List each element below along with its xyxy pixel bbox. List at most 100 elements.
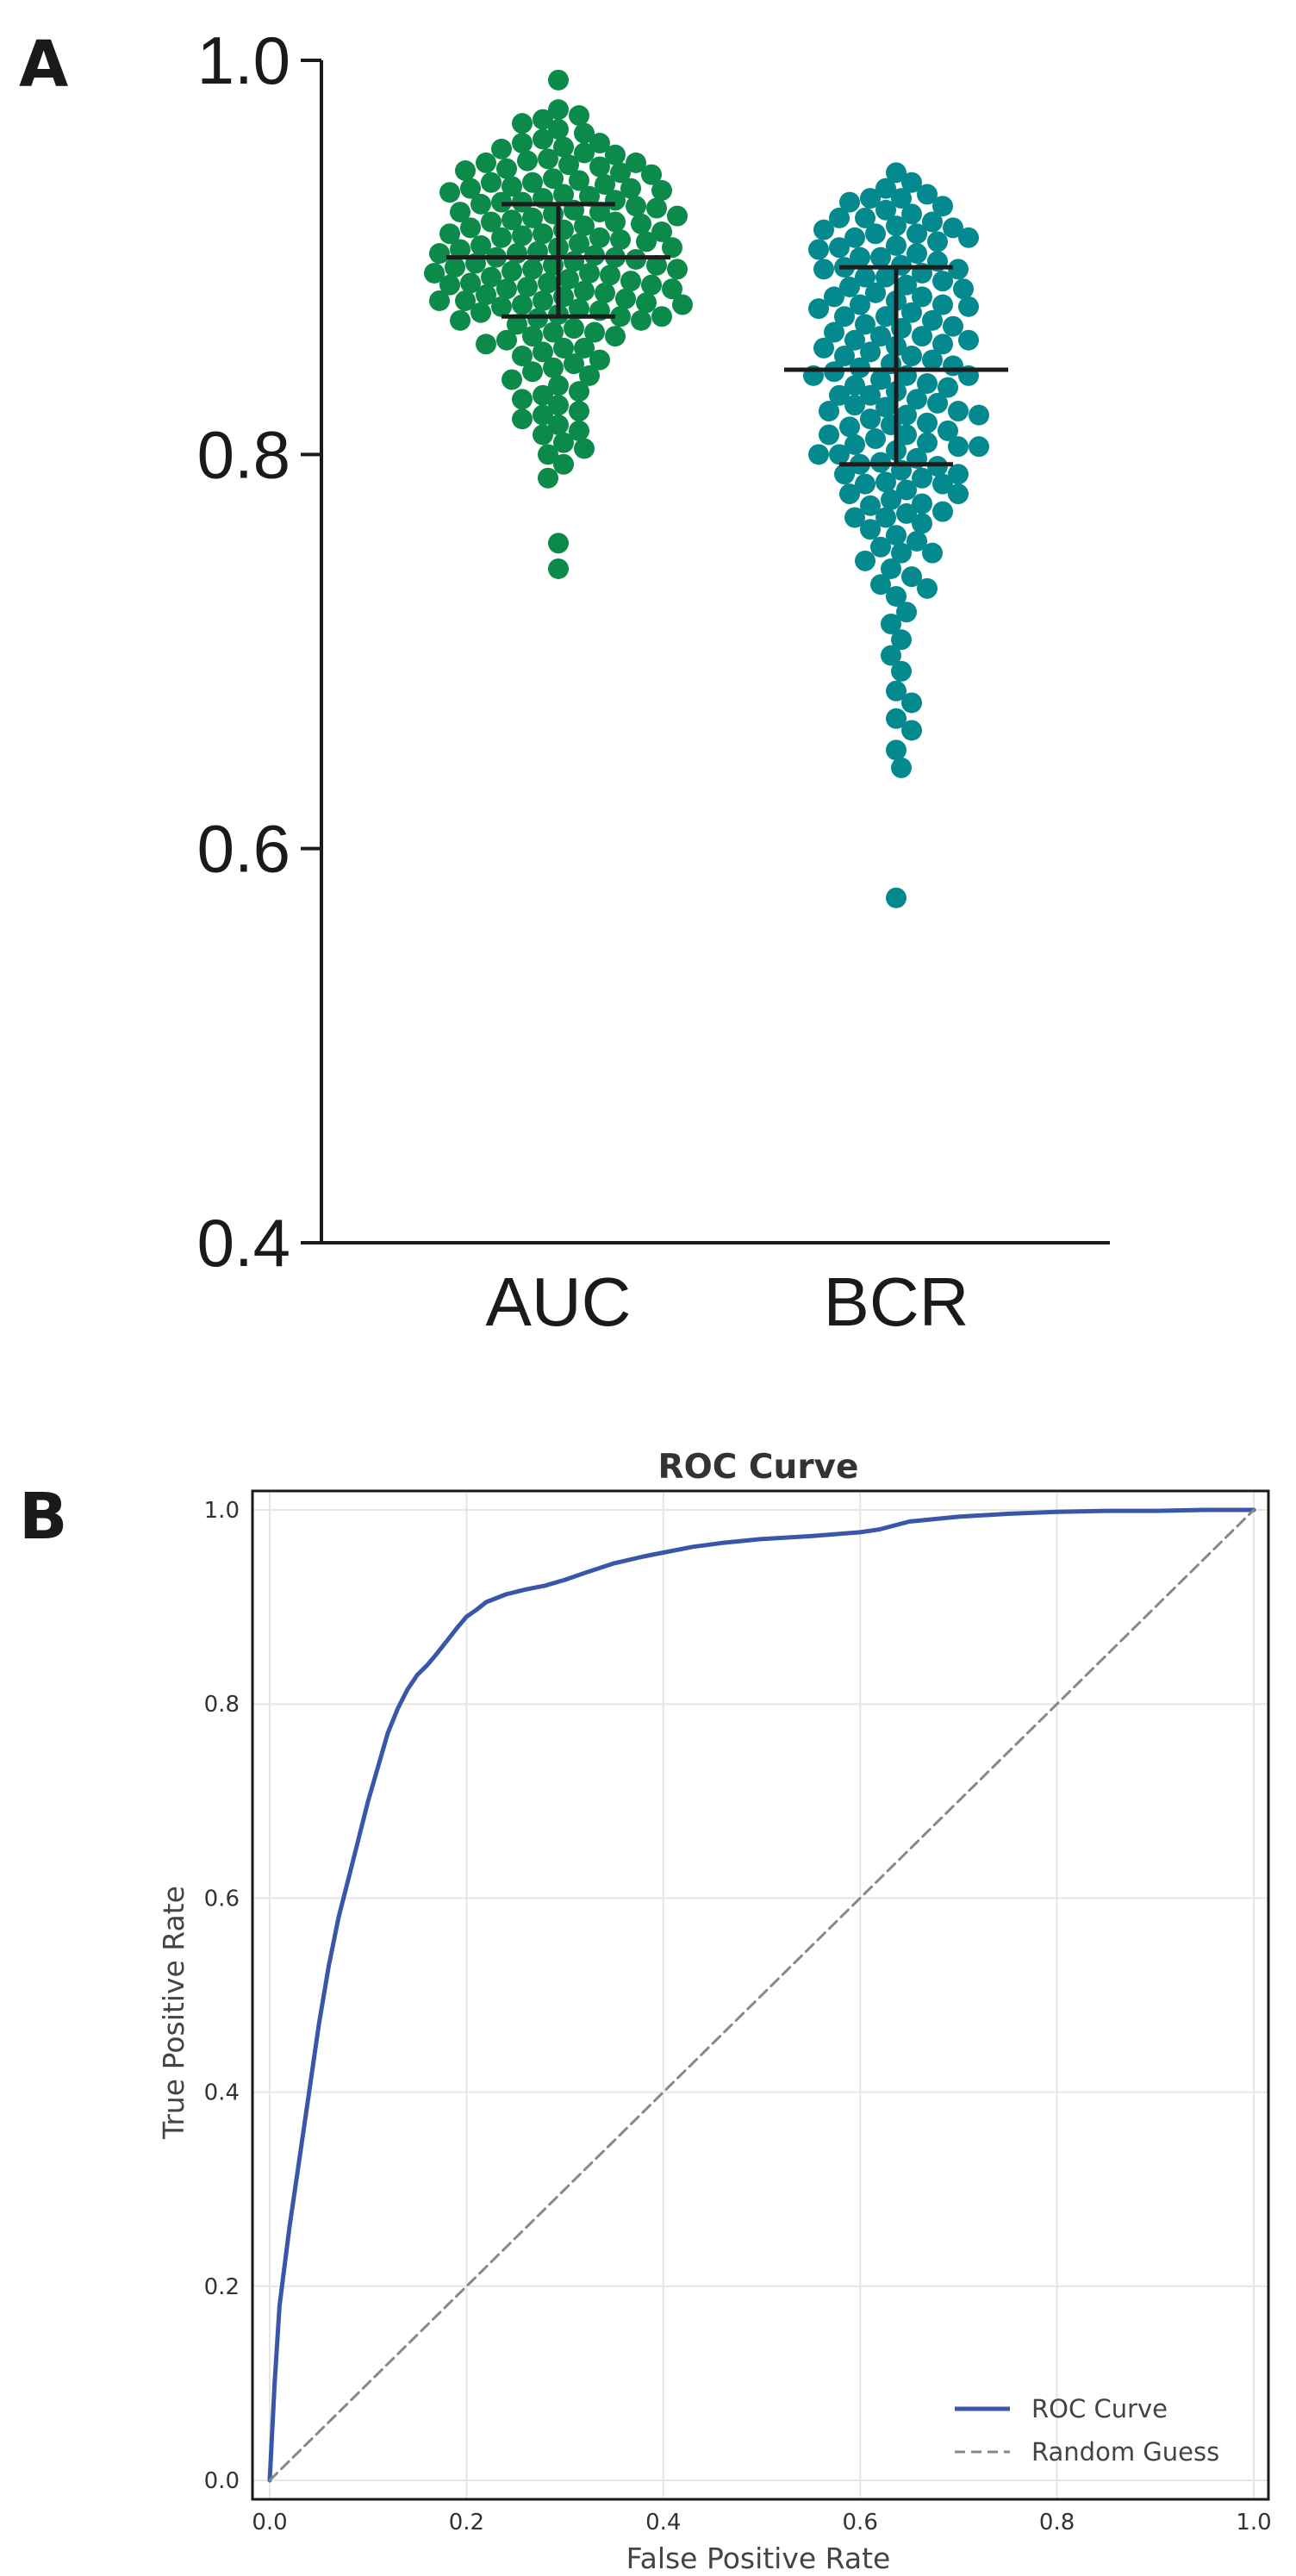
a-point-bcr — [844, 375, 865, 396]
a-point-bcr — [886, 708, 907, 729]
a-point-auc — [641, 164, 662, 185]
a-point-auc — [558, 268, 579, 290]
a-point-auc — [589, 156, 610, 178]
a-point-auc — [667, 205, 688, 227]
a-point-bcr — [875, 396, 896, 418]
a-point-bcr — [943, 315, 963, 337]
a-point-auc — [605, 326, 626, 347]
a-point-bcr — [943, 217, 963, 239]
a-point-bcr — [912, 326, 932, 347]
a-point-bcr — [896, 274, 917, 296]
a-point-bcr — [896, 602, 917, 623]
a-point-auc — [470, 193, 491, 215]
a-point-bcr — [834, 306, 855, 327]
a-point-auc — [605, 211, 626, 233]
b-y-tick-label: 0.2 — [204, 2274, 240, 2300]
a-point-auc — [646, 197, 667, 219]
a-point-auc — [569, 233, 589, 254]
b-chart-title: ROC Curve — [658, 1448, 859, 1487]
a-point-bcr — [875, 507, 896, 528]
a-point-auc — [476, 152, 496, 173]
a-point-auc — [574, 142, 595, 164]
a-point-auc — [502, 260, 522, 282]
a-point-bcr — [958, 296, 979, 317]
a-point-bcr — [886, 585, 907, 607]
a-point-auc — [589, 227, 610, 248]
a-point-bcr — [870, 536, 891, 558]
a-point-auc — [626, 152, 646, 173]
a-point-auc — [538, 272, 558, 294]
a-point-bcr — [917, 577, 938, 599]
a-point-auc — [450, 309, 470, 331]
a-point-auc — [496, 329, 517, 351]
b-y-tick-label: 0.6 — [204, 1886, 240, 1912]
a-point-bcr — [891, 629, 912, 651]
a-category-labels: AUC BCR — [486, 1263, 969, 1340]
a-point-auc — [646, 254, 667, 276]
a-point-bcr — [912, 493, 932, 515]
a-point-bcr — [896, 479, 917, 501]
a-y-tick-label: 0.8 — [197, 416, 290, 492]
a-point-bcr — [829, 384, 850, 406]
a-point-bcr — [907, 530, 927, 552]
a-point-auc — [512, 225, 533, 246]
a-point-bcr — [865, 223, 886, 245]
a-point-auc — [460, 272, 481, 294]
a-point-bcr — [881, 645, 901, 666]
a-point-auc — [439, 223, 460, 245]
a-point-bcr — [844, 227, 865, 248]
a-point-auc — [574, 280, 595, 302]
a-point-bcr — [839, 276, 860, 297]
a-point-bcr — [865, 428, 886, 450]
a-point-auc — [548, 119, 569, 140]
a-point-auc — [455, 290, 476, 311]
a-point-bcr — [901, 692, 922, 714]
a-point-bcr — [932, 473, 953, 495]
a-point-auc — [533, 128, 553, 150]
a-point-bcr — [927, 392, 948, 414]
a-point-bcr — [860, 519, 881, 540]
a-point-auc — [662, 278, 682, 300]
a-point-bcr — [886, 162, 907, 184]
a-point-auc — [569, 420, 589, 441]
a-point-bcr — [932, 334, 953, 355]
a-point-auc — [491, 138, 512, 159]
a-point-bcr — [886, 680, 907, 702]
a-point-bcr — [875, 471, 896, 493]
a-point-bcr — [901, 203, 922, 225]
panel-a-dot-plot: A 0.4 0.6 0.8 1.0 AUC BCR — [19, 22, 1110, 1340]
a-point-auc — [533, 223, 553, 245]
a-point-auc — [496, 158, 517, 179]
a-point-auc — [538, 467, 558, 489]
panel-b-label: B — [19, 1480, 67, 1554]
a-point-bcr — [829, 237, 850, 259]
a-point-bcr — [907, 389, 927, 410]
b-x-axis-label: False Positive Rate — [626, 2542, 891, 2575]
a-point-auc — [600, 265, 620, 286]
a-point-bcr — [839, 191, 860, 213]
a-point-bcr — [901, 566, 922, 588]
a-point-auc — [543, 357, 564, 378]
a-point-auc — [569, 401, 589, 422]
a-data-points — [424, 69, 989, 908]
a-point-bcr — [860, 341, 881, 363]
a-point-bcr — [808, 239, 829, 260]
a-point-auc — [548, 415, 569, 436]
a-point-bcr — [932, 271, 953, 292]
a-category-label: AUC — [486, 1263, 632, 1340]
b-plot-frame — [251, 1489, 1270, 2501]
a-point-auc — [502, 176, 522, 197]
a-point-auc — [538, 148, 558, 170]
a-point-bcr — [922, 211, 943, 233]
a-point-bcr — [901, 346, 922, 366]
a-point-auc — [672, 294, 693, 315]
a-point-bcr — [881, 558, 901, 579]
a-point-auc — [481, 266, 502, 288]
a-point-bcr — [813, 259, 834, 280]
a-point-auc — [450, 202, 470, 223]
a-point-bcr — [844, 433, 865, 455]
a-point-auc — [543, 321, 564, 343]
b-x-tick-label: 0.4 — [645, 2510, 681, 2535]
a-y-ticks: 0.4 0.6 0.8 1.0 — [197, 22, 321, 1281]
a-point-auc — [455, 160, 476, 182]
